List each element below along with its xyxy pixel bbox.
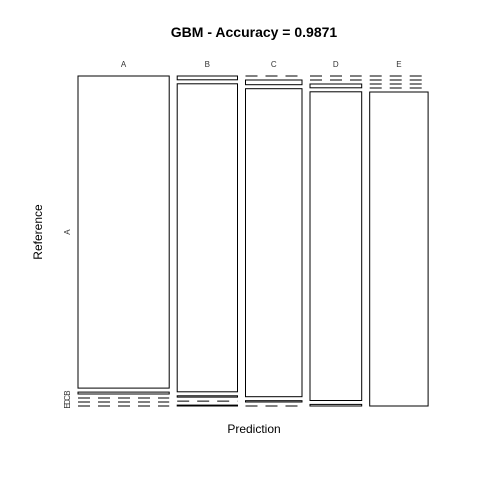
x-tick-label-C: C	[271, 60, 277, 69]
tile-pred-D-ref-E	[309, 403, 363, 407]
y-tick-label-B: B	[63, 390, 72, 395]
y-tick-label-C: C	[63, 395, 72, 401]
x-tick-labels: A B C D E	[121, 60, 402, 69]
tile-pred-B-ref-E	[176, 404, 238, 407]
tile-pred-B-ref-C	[176, 395, 238, 398]
tile-pred-D-ref-C	[309, 83, 363, 89]
mosaic-tiles	[77, 75, 429, 407]
y-tick-label-D: D	[63, 399, 72, 405]
y-axis-label: Reference	[31, 204, 45, 260]
tile-pred-B-ref-A	[176, 75, 238, 81]
tile-pred-B-ref-B	[176, 83, 238, 393]
tile-pred-C-ref-C	[245, 88, 303, 398]
tile-pred-A-ref-B	[77, 391, 170, 395]
x-tick-label-E: E	[396, 60, 401, 69]
x-axis-label: Prediction	[227, 422, 280, 436]
tile-pred-D-ref-D	[309, 91, 363, 402]
tile-pred-C-ref-B	[245, 79, 303, 86]
tile-pred-C-ref-D	[245, 400, 303, 403]
chart-title: GBM - Accuracy = 0.9871	[171, 24, 338, 40]
x-tick-label-B: B	[205, 60, 210, 69]
tile-pred-E-ref-E	[369, 91, 429, 407]
tile-pred-A-ref-A	[77, 75, 170, 389]
x-tick-label-D: D	[333, 60, 339, 69]
y-tick-label-A: A	[63, 229, 72, 235]
y-tick-label-E: E	[63, 403, 72, 408]
x-tick-label-A: A	[121, 60, 127, 69]
